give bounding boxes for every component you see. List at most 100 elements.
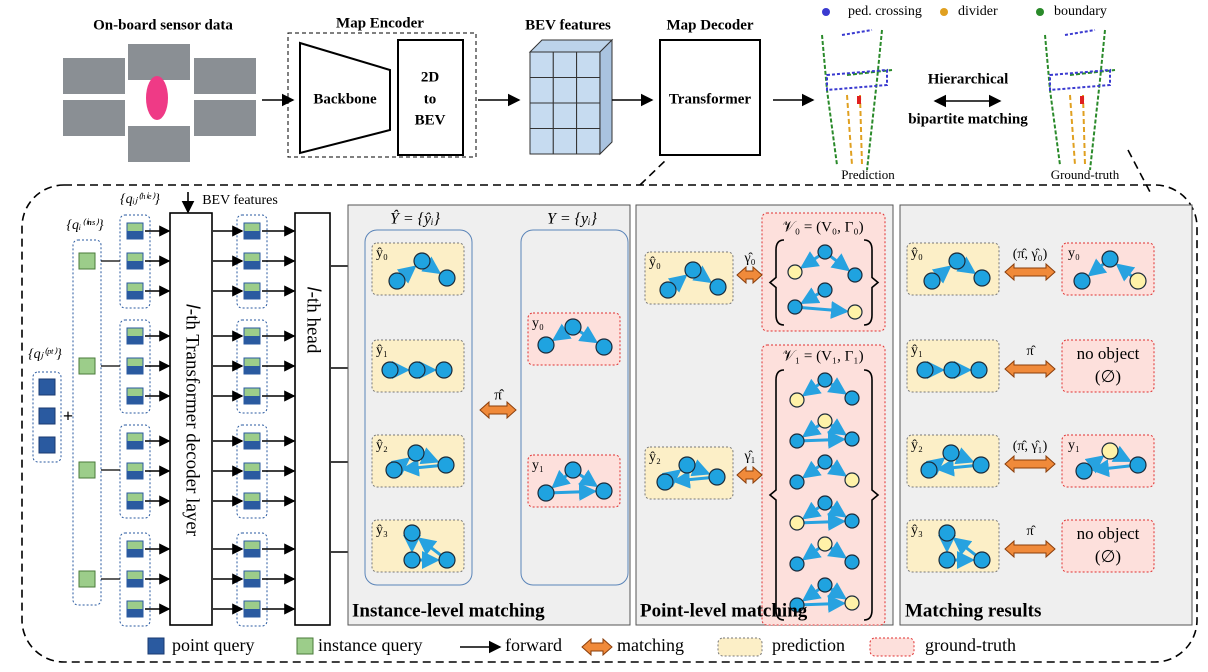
graph-node (537, 484, 555, 502)
graph-node (817, 282, 833, 298)
graph-node (817, 454, 833, 470)
label: 𝑙-th Transformer decoder layer (182, 304, 203, 537)
map-crossing (826, 29, 888, 92)
label: Hierarchical (928, 71, 1009, 87)
hierarchical-query-half (127, 366, 143, 374)
legend-label: prediction (772, 635, 845, 655)
node-label: y₁ (1068, 438, 1080, 453)
legend-dot (822, 8, 830, 16)
map-divider (846, 94, 863, 166)
graph-node (948, 252, 966, 270)
label: Y = {yᵢ} (547, 211, 598, 228)
instance-query (78, 461, 96, 479)
legend-label: ground-truth (925, 635, 1016, 655)
legend-label: forward (505, 635, 562, 655)
graph-edge (553, 482, 598, 501)
instance-query (78, 570, 96, 588)
label: {qᵢ⁽ⁱⁿˢ⁾} (66, 218, 104, 233)
bev-cell (529, 128, 554, 155)
label: (π̂, γ̂₁) (1013, 439, 1048, 454)
hierarchical-query-half (244, 579, 260, 587)
label: Backbone (313, 91, 377, 107)
graph-edge (827, 541, 848, 559)
bev-cell (529, 51, 554, 78)
legend-instance-query (296, 637, 314, 655)
label: 2D (421, 69, 440, 85)
graph-node (923, 272, 941, 290)
hierarchical-query-half (244, 471, 260, 479)
encoder-box (287, 32, 477, 158)
graph-node (678, 456, 696, 474)
hierarchical-query-half (127, 396, 143, 404)
graph-node (403, 524, 421, 542)
graph-node (684, 261, 702, 279)
node-label: y₁ (532, 458, 544, 473)
ground-truth-box (1061, 519, 1155, 573)
map-legend-label: divider (958, 4, 998, 19)
graph-node (1129, 272, 1147, 290)
hierarchical-query-half (127, 261, 143, 269)
graph-edge (827, 459, 848, 477)
graph-edge (551, 469, 571, 489)
transformer-box (659, 39, 761, 156)
label: Map Encoder (336, 15, 424, 31)
legend-label: instance query (318, 635, 422, 655)
graph-node (437, 456, 455, 474)
node-label: ŷ₀ (376, 246, 388, 261)
hierarchical-query-half (127, 501, 143, 509)
legend-label: matching (617, 635, 684, 655)
graph-node (659, 281, 677, 299)
hierarchical-query-half (127, 441, 143, 449)
graph-node (403, 551, 421, 569)
graph-edge (800, 287, 821, 305)
hierarchical-query-half (244, 609, 260, 617)
prediction-box (717, 637, 763, 657)
graph-node (1075, 462, 1093, 480)
node-label: ŷ₀ (911, 246, 923, 261)
graph-node (844, 595, 860, 611)
instance-query-group (72, 239, 102, 606)
graph-edge (400, 458, 439, 477)
graph-node (708, 468, 726, 486)
label: Map Decoder (666, 17, 753, 33)
matching-arrow (1004, 539, 1056, 559)
bev-cell (576, 51, 601, 78)
label: no object (1077, 524, 1140, 543)
zoom-line (639, 157, 669, 186)
map-crossing (1049, 29, 1111, 92)
hierarchical-query-half (127, 471, 143, 479)
hierarchical-query-half (244, 501, 260, 509)
label: π̂ (494, 387, 505, 403)
label: 𝒱₀ = (V₀, Γ₀) (782, 219, 863, 235)
ego-car (146, 76, 168, 120)
graph-edge (801, 301, 850, 319)
graph-node (817, 244, 833, 260)
graph-node (817, 413, 833, 429)
hierarchical-query-half (244, 261, 260, 269)
hierarchical-query-half (127, 579, 143, 587)
graph-node (438, 269, 456, 287)
graph-node (435, 361, 453, 379)
graph-node (844, 554, 860, 570)
node-label: ŷ₂ (649, 450, 661, 465)
label: BEV features (202, 193, 278, 208)
graph-edge (803, 512, 847, 531)
instance-query (78, 357, 96, 375)
graph-edge (952, 537, 977, 557)
graph-node (413, 252, 431, 270)
matching-arrow (1004, 359, 1056, 379)
graph-node (787, 264, 803, 280)
legend-label: point query (172, 635, 255, 655)
backbone-shape (299, 41, 391, 155)
graph-node (817, 372, 833, 388)
graph-node (817, 577, 833, 593)
graph-node (844, 513, 860, 529)
graph-node (847, 267, 863, 283)
graph-edge (667, 274, 688, 293)
hierarchical-query-half (127, 231, 143, 239)
graph-node (943, 361, 961, 379)
graph-edge (551, 323, 572, 342)
hierarchical-query-half (244, 366, 260, 374)
